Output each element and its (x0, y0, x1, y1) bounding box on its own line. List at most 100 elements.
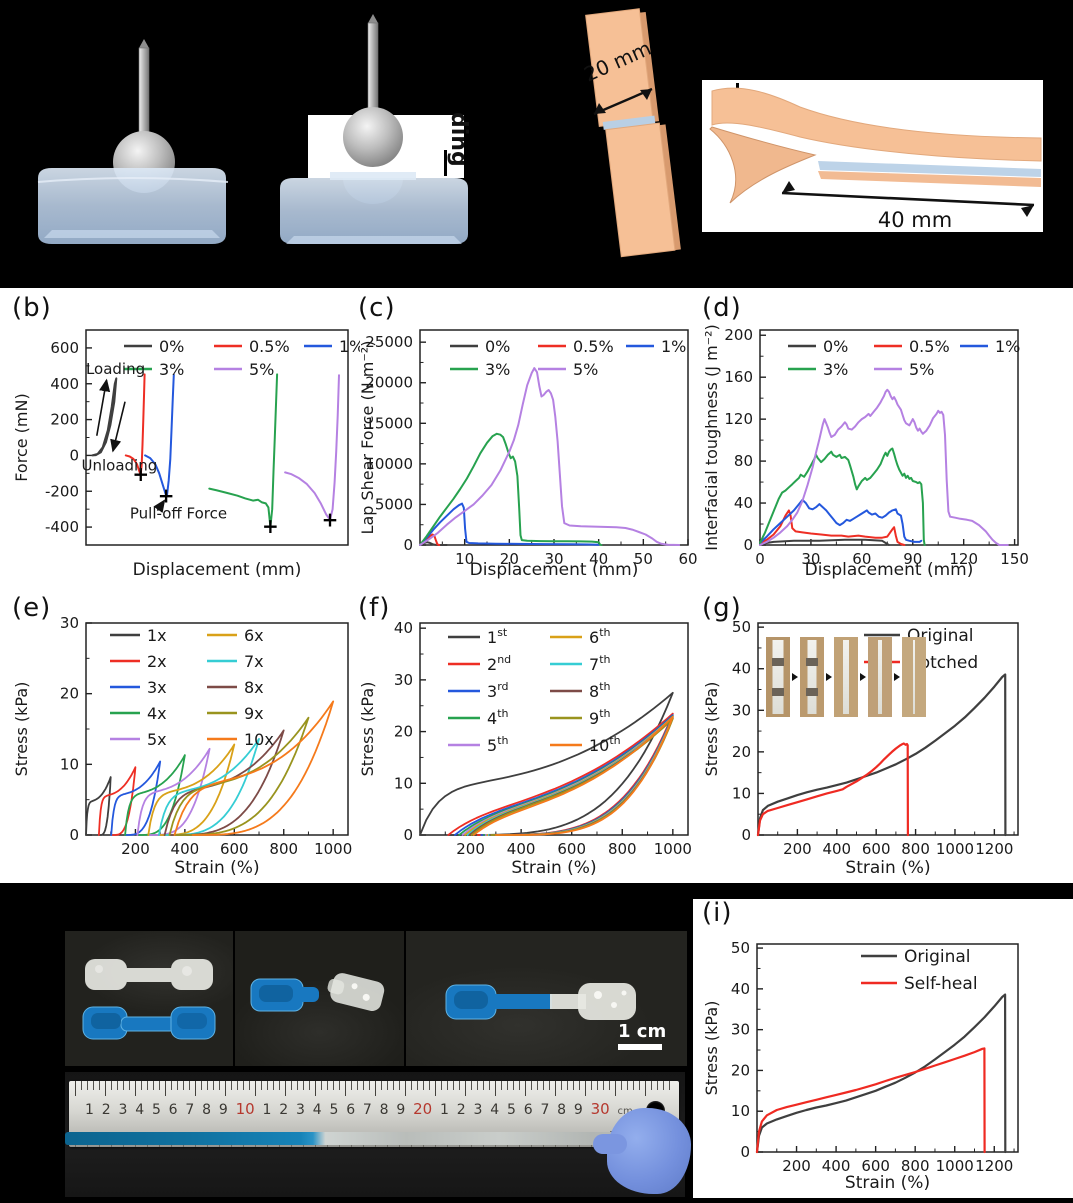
svg-text:10th: 10th (589, 734, 621, 755)
svg-text:7th: 7th (589, 653, 611, 674)
svg-text:800: 800 (269, 840, 298, 858)
svg-text:Lap Shear Force (N m⁻²): Lap Shear Force (N m⁻²) (358, 341, 377, 535)
ruler-number: 8 (202, 1102, 212, 1118)
panel-label-i: (i) (702, 898, 733, 928)
panel-label-e: (e) (12, 593, 52, 623)
panel-i-chart: 0 10 20 30 40 50 200 400 600 800 1000 1200 Strain (%… (700, 898, 1073, 1198)
svg-text:Original: Original (904, 947, 971, 967)
svg-text:Displacement (mm): Displacement (mm) (805, 560, 974, 580)
ruler-number: 3 (118, 1102, 128, 1118)
svg-text:20: 20 (394, 723, 413, 741)
svg-text:400: 400 (822, 840, 851, 858)
svg-text:Stress (kPa): Stress (kPa) (702, 682, 721, 777)
svg-text:200: 200 (456, 840, 485, 858)
svg-text:Unloading: Unloading (82, 457, 158, 475)
svg-text:1000: 1000 (936, 840, 974, 858)
ruler-number: 4 (490, 1102, 500, 1118)
svg-text:3%: 3% (485, 360, 510, 379)
svg-text:9th: 9th (589, 707, 611, 728)
svg-text:40: 40 (394, 619, 413, 637)
svg-text:9x: 9x (244, 704, 264, 723)
svg-text:1%: 1% (995, 337, 1020, 356)
svg-text:5%: 5% (573, 360, 598, 379)
svg-text:Pull-off Force: Pull-off Force (130, 504, 227, 522)
panel-c-chart: 0 5000 10000 15000 20000 25000 10 20 30 40 50 60 Dis… (356, 293, 698, 585)
svg-text:20: 20 (500, 550, 519, 568)
svg-text:40: 40 (589, 550, 608, 568)
ruler-number: 2 (279, 1102, 289, 1118)
svg-text:5000: 5000 (375, 495, 413, 513)
photo-original-samples (65, 931, 233, 1066)
svg-text:8th: 8th (589, 680, 611, 701)
blue-dogbone (82, 1006, 216, 1040)
svg-text:400: 400 (507, 840, 536, 858)
svg-text:1st: 1st (487, 626, 508, 647)
ruler-number: 7 (362, 1102, 372, 1118)
svg-text:150: 150 (1000, 550, 1029, 568)
svg-text:200: 200 (724, 326, 753, 344)
svg-text:0.5%: 0.5% (249, 337, 290, 356)
panel-label-b: (b) (12, 293, 52, 323)
svg-text:4x: 4x (147, 704, 167, 723)
ruler-number: 3 (295, 1102, 305, 1118)
ruler-number: 5 (329, 1102, 339, 1118)
svg-text:Displacement (mm): Displacement (mm) (470, 560, 639, 580)
svg-text:5%: 5% (249, 360, 274, 379)
svg-text:20: 20 (732, 743, 751, 761)
svg-text:400: 400 (50, 375, 79, 393)
arrow-right-icon (792, 673, 798, 681)
svg-text:+: + (322, 507, 339, 531)
ruler-number: 3 (473, 1102, 483, 1118)
svg-text:0: 0 (740, 1143, 750, 1161)
svg-text:160: 160 (724, 368, 753, 386)
svg-text:3%: 3% (159, 360, 184, 379)
ruler-number: 2 (456, 1102, 466, 1118)
svg-text:5%: 5% (909, 360, 934, 379)
ruler-number: 9 (396, 1102, 406, 1118)
svg-text:Strain (%): Strain (%) (511, 858, 596, 878)
svg-text:800: 800 (608, 840, 637, 858)
panel-label-d: (d) (702, 293, 742, 323)
svg-text:0: 0 (403, 826, 413, 844)
svg-text:0%: 0% (485, 337, 510, 356)
ruler-number: 2 (101, 1102, 111, 1118)
svg-text:Self-heal: Self-heal (904, 974, 978, 994)
svg-text:10: 10 (732, 784, 751, 802)
svg-text:1200: 1200 (975, 840, 1013, 858)
svg-text:60: 60 (852, 550, 871, 568)
svg-text:10: 10 (60, 755, 79, 773)
panel-g-chart: 0 10 20 30 40 50 200 400 600 800 1000 1200 Strain (%… (700, 593, 1073, 883)
svg-text:120: 120 (949, 550, 978, 568)
svg-text:8x: 8x (244, 678, 264, 697)
svg-text:0: 0 (755, 550, 765, 568)
ruler-unit: cm (617, 1106, 633, 1117)
svg-text:60: 60 (678, 550, 697, 568)
svg-text:0: 0 (403, 536, 413, 554)
svg-text:90: 90 (903, 550, 922, 568)
svg-text:0: 0 (69, 446, 79, 464)
svg-text:7x: 7x (244, 652, 264, 671)
ruler-number: 10 (235, 1100, 255, 1118)
svg-text:120: 120 (724, 410, 753, 428)
photo-cut-samples (235, 931, 404, 1066)
svg-text:Stress (kPa): Stress (kPa) (702, 1001, 721, 1096)
svg-text:30: 30 (732, 701, 751, 719)
svg-text:0.5%: 0.5% (573, 337, 614, 356)
svg-text:0%: 0% (823, 337, 848, 356)
inset-photo (868, 637, 892, 717)
svg-text:6th: 6th (589, 626, 611, 647)
svg-text:20: 20 (60, 685, 79, 703)
svg-text:30: 30 (544, 550, 563, 568)
ruler-number: 9 (573, 1102, 583, 1118)
ruler-number: 1 (85, 1102, 94, 1118)
svg-text:4th: 4th (487, 707, 509, 728)
svg-text:10: 10 (394, 774, 413, 792)
lap-shear-schematic: 20 mm (580, 8, 681, 258)
ruler-number: 6 (346, 1102, 356, 1118)
svg-text:40: 40 (731, 980, 750, 998)
inset-photo (800, 637, 824, 717)
ruler-number: 5 (506, 1102, 516, 1118)
svg-text:40: 40 (732, 660, 751, 678)
svg-text:Interfacial toughness (J m⁻²): Interfacial toughness (J m⁻²) (702, 324, 721, 551)
svg-text:-200: -200 (45, 482, 79, 500)
